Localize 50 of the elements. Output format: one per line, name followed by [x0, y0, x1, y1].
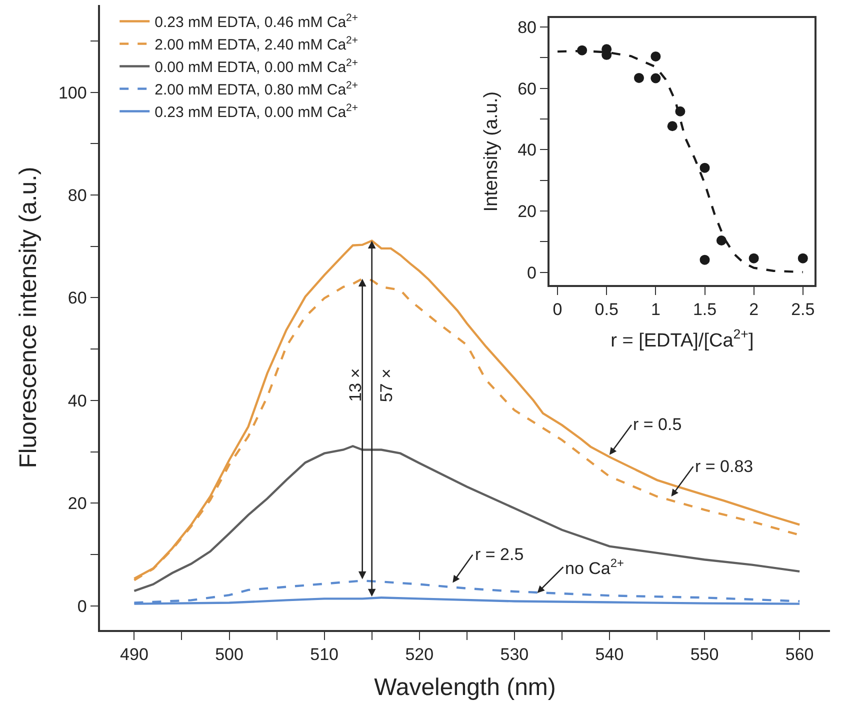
x-tick-label: 0: [552, 300, 562, 320]
annotation: 13 ×: [346, 368, 365, 402]
annotation: r = 2.5: [475, 545, 524, 564]
x-tick-label: 2: [749, 300, 759, 320]
x-tick-label: 560: [785, 645, 814, 664]
x-tick-label: 530: [500, 645, 529, 664]
annotation: 57 ×: [377, 368, 396, 402]
y-tick-label: 80: [68, 186, 87, 205]
annotation: no Ca$^{2+}$: [565, 556, 624, 578]
x-tick-label: 500: [215, 645, 244, 664]
x-tick-label: 1.5: [692, 300, 717, 320]
y-tick-label: 60: [68, 288, 87, 308]
point: [748, 253, 759, 264]
x-tick-label: 510: [310, 645, 339, 664]
point: [650, 73, 661, 84]
x-tick-label: 2.5: [791, 300, 815, 320]
point: [700, 254, 710, 265]
line-series: [133, 445, 801, 592]
y-axis-title: Fluorescence intensity (a.u.): [15, 166, 42, 468]
legend-label: 0.00 mM EDTA, 0.00 mM Ca$^{2+}$: [154, 56, 358, 76]
y-tick-label: 100: [58, 83, 87, 102]
x-tick-label: 490: [120, 645, 148, 664]
point: [667, 121, 678, 132]
point: [798, 253, 808, 264]
y-axis-title: Intensity (a.u.): [480, 91, 502, 212]
y-tick-label: 20: [518, 202, 537, 222]
y-tick-label: 40: [518, 140, 537, 160]
point: [634, 72, 644, 83]
legend-label: 0.23 mM EDTA, 0.00 mM Ca$^{2+}$: [154, 102, 358, 122]
point: [650, 51, 661, 62]
y-tick-label: 40: [68, 391, 87, 410]
x-tick-label: 550: [690, 645, 719, 664]
annotation: r = 0.83: [695, 457, 754, 476]
y-tick-label: 80: [518, 18, 537, 37]
y-tick-label: 60: [518, 79, 537, 98]
x-tick-label: 520: [405, 645, 434, 664]
y-tick-label: 0: [527, 263, 537, 282]
point: [700, 162, 710, 173]
y-tick-label: 20: [68, 494, 87, 514]
x-tick-label: 0.5: [594, 300, 618, 320]
annotation: r = 0.5: [633, 415, 682, 434]
legend-label: 0.23 mM EDTA, 0.46 mM Ca$^{2+}$: [154, 12, 358, 32]
x-axis-title: Wavelength (nm): [374, 674, 556, 701]
y-tick-label: 0: [77, 596, 87, 616]
legend-label: 2.00 mM EDTA, 2.40 mM Ca$^{2+}$: [154, 34, 358, 54]
point: [716, 236, 726, 246]
x-axis-title: r = [EDTA]/[Ca$^{2+}$]: [610, 326, 754, 352]
legend-label: 2.00 mM EDTA, 0.80 mM Ca$^{2+}$: [154, 79, 358, 99]
x-tick-label: 1: [650, 300, 660, 320]
x-tick-label: 540: [595, 645, 624, 664]
